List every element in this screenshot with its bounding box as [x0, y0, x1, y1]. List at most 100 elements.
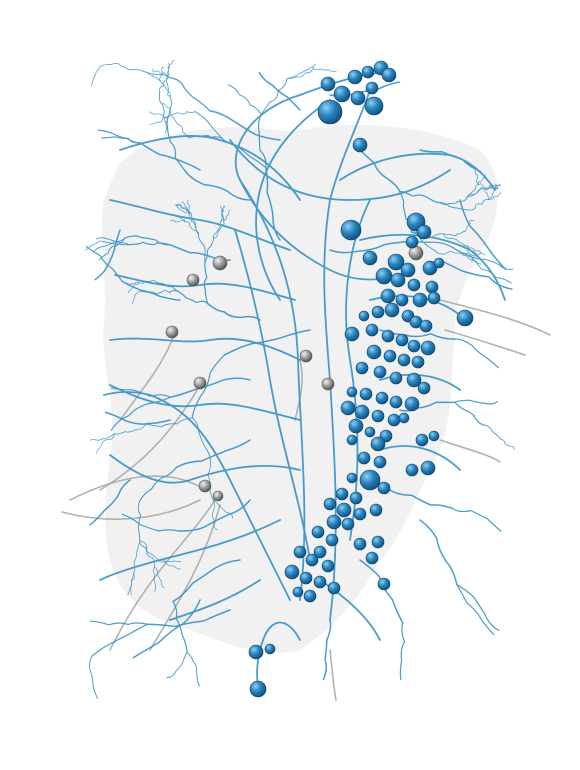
neuron-soma [358, 452, 370, 464]
neuron-soma [356, 362, 368, 374]
neuron-soma [293, 587, 303, 597]
neurite [92, 624, 147, 656]
neuron-soma [347, 473, 357, 483]
neuron-soma [382, 68, 396, 82]
neuron-soma [360, 388, 372, 400]
neuron-soma [306, 554, 318, 566]
neuron-soma [250, 681, 266, 697]
neurite [102, 137, 141, 143]
neuron-soma [322, 560, 334, 572]
neurite [130, 70, 170, 78]
neuron-soma [396, 294, 408, 306]
neuron-soma [428, 292, 440, 304]
neuron-soma [457, 310, 473, 326]
neuron-soma [334, 86, 350, 102]
neuron-soma [378, 578, 390, 590]
neuron-soma [354, 538, 366, 550]
neuron-soma [434, 258, 444, 268]
neuron-soma [351, 91, 365, 105]
neuron-soma [365, 427, 375, 437]
neurite [501, 439, 514, 449]
neuron-soma [349, 419, 363, 433]
neurite [471, 257, 513, 270]
neurite [457, 584, 494, 634]
neuron-soma [249, 645, 263, 659]
neuron-soma [345, 327, 359, 341]
neuron-soma [359, 311, 369, 321]
neuron-soma [318, 100, 342, 124]
neuron-soma [370, 504, 382, 516]
neurite [453, 508, 501, 531]
neuron-soma [398, 354, 410, 366]
neurite [229, 85, 262, 114]
neuron-soma [390, 396, 402, 408]
neurite [98, 130, 140, 143]
neuron-soma [312, 526, 324, 538]
neuron-soma [265, 644, 275, 654]
neurite [90, 621, 147, 625]
neuron-soma [420, 320, 432, 332]
neuron-soma [372, 306, 384, 318]
neuron-soma [378, 482, 390, 494]
neuron-soma [304, 590, 316, 602]
neuron-soma [366, 82, 378, 94]
secondary-soma [300, 350, 312, 362]
neuron-soma [385, 303, 399, 317]
neuron-soma [342, 518, 354, 530]
neuron-soma [348, 70, 362, 84]
neurite [400, 623, 404, 679]
neuron-soma [366, 324, 378, 336]
neurite [89, 656, 97, 698]
neuron-soma [365, 97, 383, 115]
neuron-soma [336, 488, 348, 500]
neurite [160, 81, 170, 97]
neuron-soma [388, 414, 400, 426]
neuron-soma [413, 293, 427, 307]
neuron-soma [347, 387, 357, 397]
neuron-soma [384, 350, 396, 362]
secondary-soma [199, 480, 211, 492]
neuron-soma [324, 498, 336, 510]
neurite [314, 67, 337, 71]
neurite [170, 111, 195, 116]
neuron-soma [412, 356, 424, 368]
neuron-soma [314, 576, 326, 588]
secondary-soma [322, 378, 334, 390]
neuron-soma [353, 138, 367, 152]
neuron-soma [374, 456, 386, 468]
neuron-soma [376, 268, 392, 284]
secondary-soma [187, 274, 199, 286]
secondary-soma [194, 377, 206, 389]
neuron-soma [421, 341, 435, 355]
neuron-soma [406, 464, 418, 476]
neuron-soma [285, 565, 299, 579]
neuron-soma [326, 534, 338, 546]
neuron-soma [327, 515, 341, 529]
secondary-soma [213, 491, 223, 501]
neuron-soma [376, 392, 388, 404]
neuron-soma [406, 236, 418, 248]
neuron-soma [347, 435, 357, 445]
neurite [159, 93, 167, 126]
neuron-soma [408, 340, 420, 352]
neurite [187, 652, 200, 686]
neuron-soma [355, 405, 369, 419]
neuron-soma [341, 401, 355, 415]
secondary-soma [213, 256, 227, 270]
neurite [455, 402, 484, 425]
neurite [455, 400, 498, 404]
neurite [167, 652, 187, 677]
neuron-soma [362, 66, 374, 78]
neuron-soma [341, 220, 361, 240]
neuron-soma [367, 345, 381, 359]
neurite [92, 66, 101, 85]
neuron-soma [408, 279, 420, 291]
neurite [101, 63, 130, 69]
neuron-soma [426, 281, 438, 293]
neuron-soma [363, 251, 377, 265]
neuron-soma [396, 334, 408, 346]
neuron-soma [382, 330, 394, 342]
neuron-soma [399, 413, 409, 423]
